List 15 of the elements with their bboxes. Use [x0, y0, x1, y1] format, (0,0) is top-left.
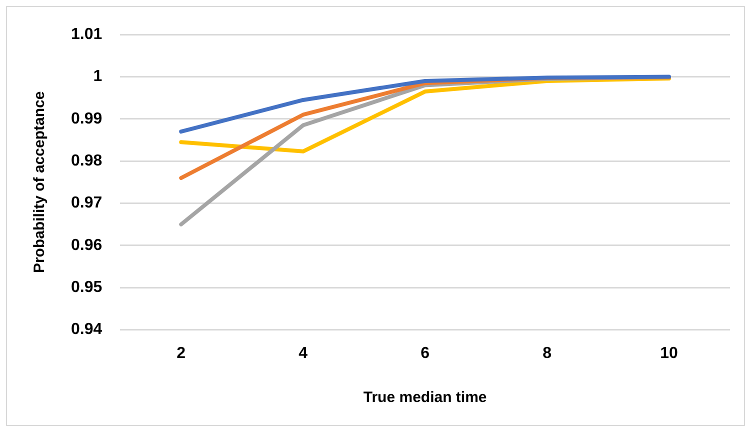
- y-tick-label: 1.01: [71, 26, 102, 44]
- y-tick-label: 0.94: [71, 321, 102, 338]
- x-tick-label: 10: [660, 344, 678, 362]
- y-tick-label: 0.97: [71, 194, 102, 212]
- y-tick-label: 0.96: [71, 236, 102, 254]
- x-tick-label: 6: [420, 344, 430, 362]
- x-tick-label: 4: [298, 344, 308, 362]
- x-tick-label: 2: [176, 344, 186, 362]
- y-tick-label: 0.99: [71, 110, 102, 128]
- y-axis-title: Probability of acceptance: [31, 91, 48, 274]
- y-tick-label: 1: [93, 68, 102, 86]
- x-axis-title: True median time: [363, 389, 487, 406]
- y-tick-label: 0.95: [71, 279, 102, 296]
- y-tick-label: 0.98: [71, 152, 102, 170]
- x-tick-label: 8: [542, 344, 552, 362]
